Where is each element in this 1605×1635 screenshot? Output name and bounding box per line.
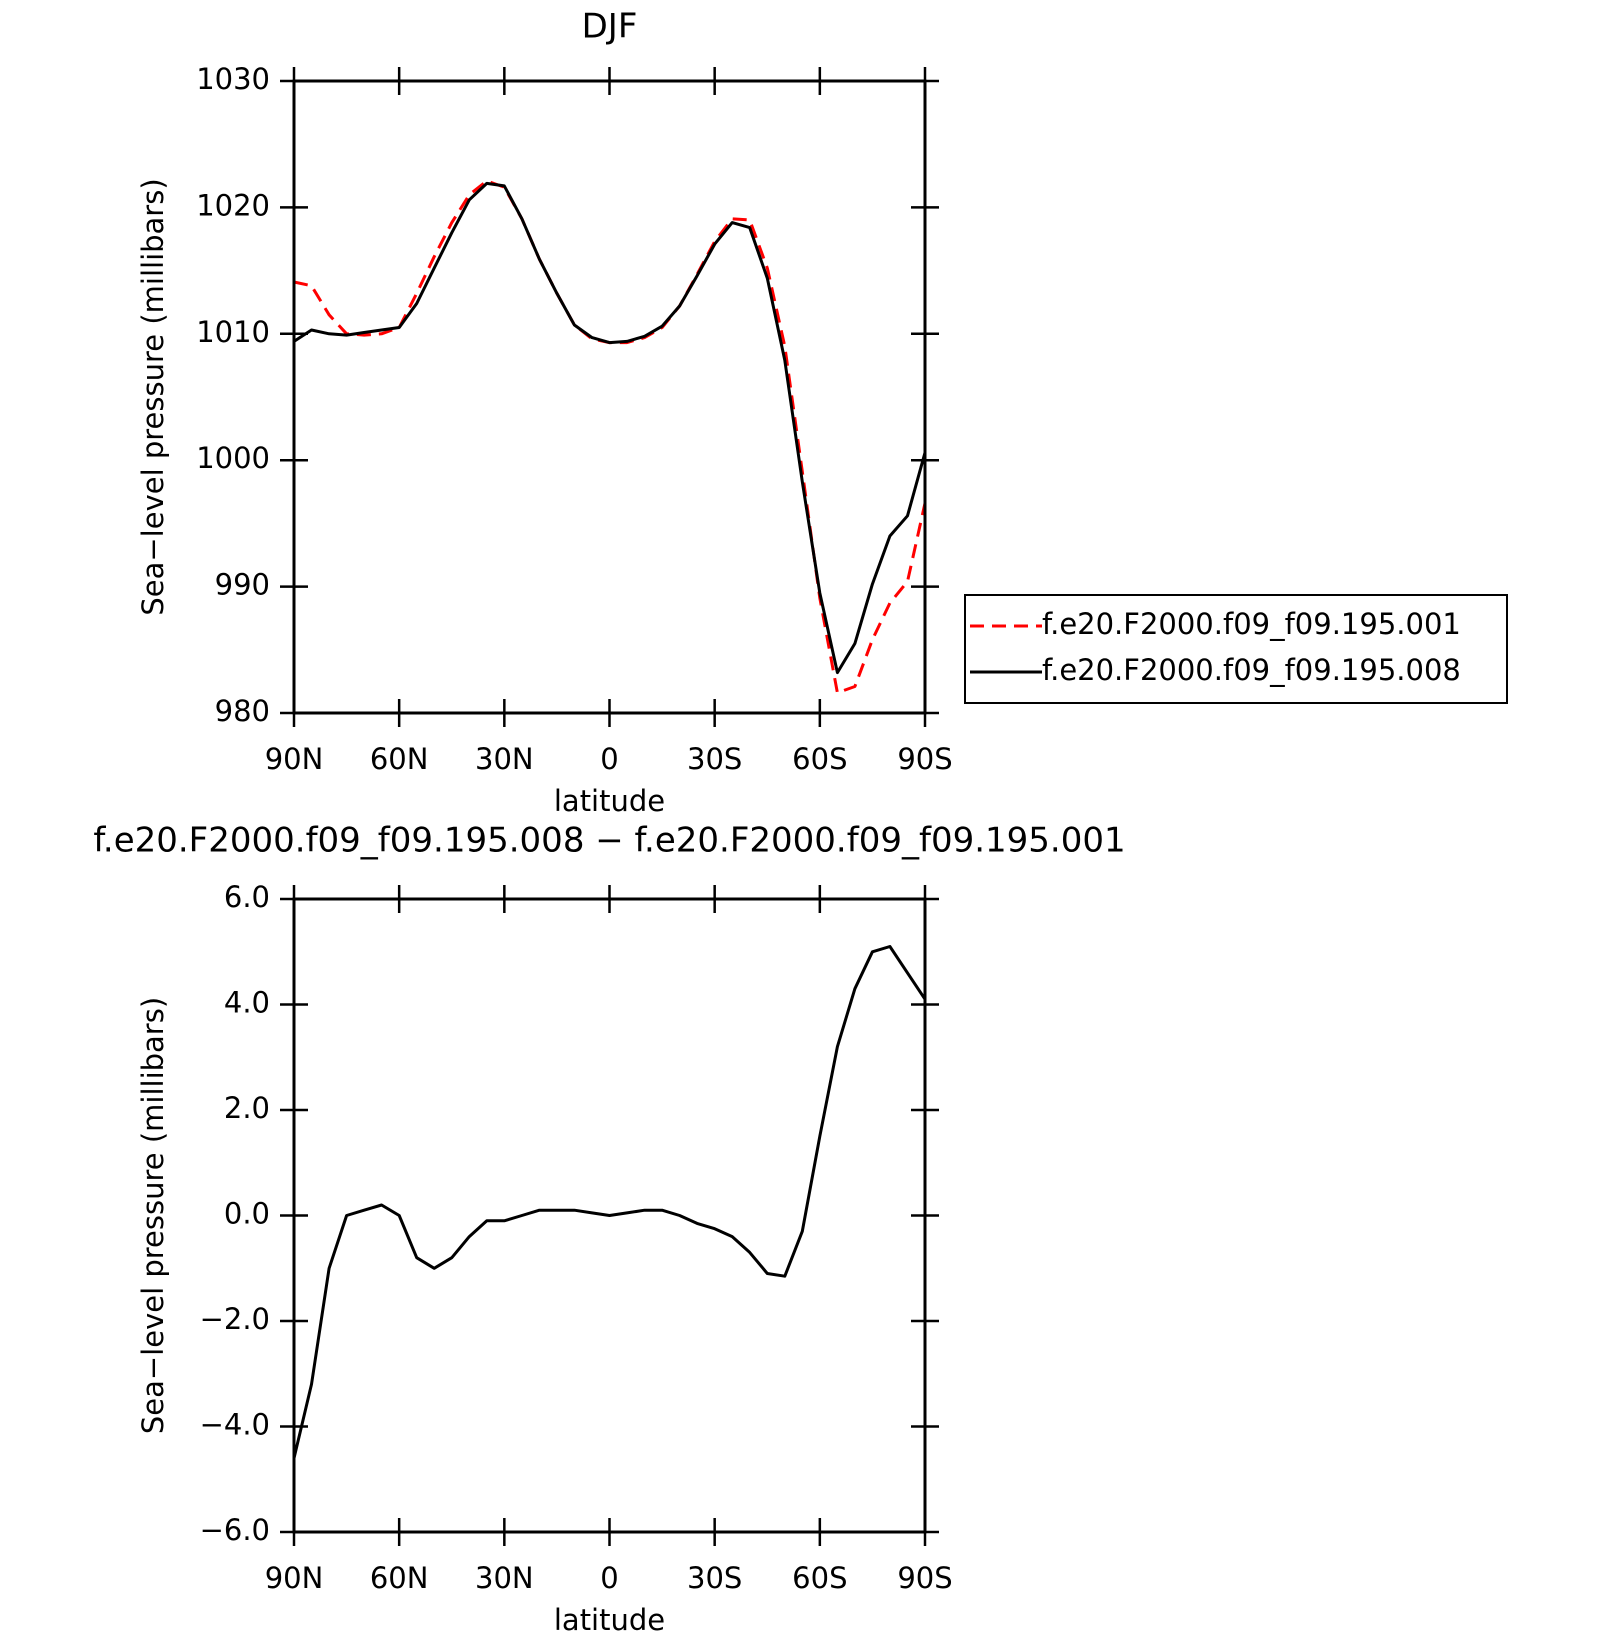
legend-label: f.e20.F2000.f09_f09.195.001 [1042,607,1461,641]
x-tick-label: 30S [687,1561,742,1595]
y-tick-label: −6.0 [200,1513,270,1547]
series-line [293,179,927,695]
y-tick-label: 1000 [196,441,270,475]
x-tick-label: 90N [265,742,324,776]
y-tick-label: 1010 [196,315,270,349]
y-tick-label: 2.0 [224,1091,270,1125]
y-tick-label: −2.0 [200,1302,270,1336]
x-tick-label: 60S [792,742,847,776]
series-line [292,945,927,1459]
x-tick-label: 90S [897,742,952,776]
series-line [293,181,927,675]
y-tick-label: 990 [215,568,270,602]
x-tick-label: 60S [792,1561,847,1595]
x-tick-label: 60N [370,1561,429,1595]
y-tick-label: 1030 [196,62,270,96]
x-axis-label: latitude [554,1603,665,1635]
y-tick-label: −4.0 [200,1408,270,1442]
y-tick-label: 980 [215,694,270,728]
x-tick-label: 90S [897,1561,952,1595]
x-tick-label: 30N [475,742,534,776]
chart-title: f.e20.F2000.f09_f09.195.008 − f.e20.F200… [93,821,1125,861]
y-axis-label: Sea−level pressure (millibars) [136,178,170,615]
y-tick-label: 4.0 [224,986,270,1020]
legend-box [964,594,1508,704]
y-tick-label: 6.0 [224,880,270,914]
x-tick-label: 60N [370,742,429,776]
x-tick-label: 90N [265,1561,324,1595]
plot-frame [292,897,927,1534]
y-tick-label: 0.0 [224,1197,270,1231]
x-axis-label: latitude [554,784,665,818]
y-tick-label: 1020 [196,188,270,222]
plot-frame [292,79,927,715]
legend-label: f.e20.F2000.f09_f09.195.008 [1042,653,1461,687]
x-tick-label: 0 [600,1561,618,1595]
chart-title: DJF [582,7,638,47]
y-axis-label: Sea−level pressure (millibars) [136,997,170,1434]
x-tick-label: 30S [687,742,742,776]
x-tick-label: 0 [600,742,618,776]
x-tick-label: 30N [475,1561,534,1595]
